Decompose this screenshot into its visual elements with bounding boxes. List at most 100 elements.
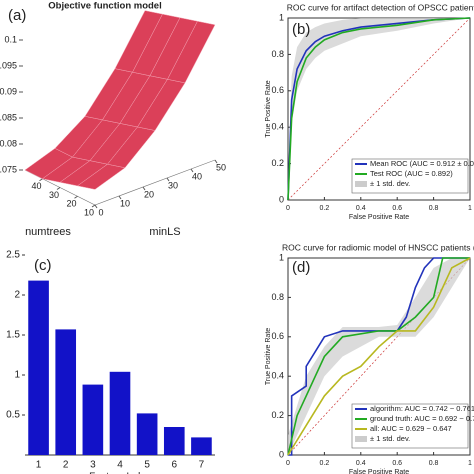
legend-label: all: AUC = 0.629 ~ 0.647 <box>370 424 452 433</box>
z-tick-label: 0.1 <box>4 34 17 44</box>
x-tick-label: 0.6 <box>392 460 402 467</box>
x-tick-label: 0.4 <box>356 205 366 212</box>
bar <box>55 329 77 455</box>
chance-line <box>287 17 471 201</box>
x-tick <box>118 195 122 200</box>
y-tick-label: 1 <box>279 252 284 262</box>
x-tick-label: 1 <box>36 460 42 471</box>
plot-frame <box>287 257 471 456</box>
x-tick-label: 1 <box>468 205 472 212</box>
panel-label: (b) <box>292 21 310 38</box>
bar <box>109 371 131 455</box>
x-tick <box>166 177 170 182</box>
y-tick <box>56 187 61 190</box>
x-tick-label: 2 <box>63 460 69 471</box>
y-tick-label: 20 <box>66 199 76 209</box>
y-tick-label: 0.2 <box>271 410 284 420</box>
z-tick-label: 0.09 <box>0 86 17 96</box>
y-tick-label: 1 <box>14 370 20 381</box>
roc-line <box>287 17 471 201</box>
y-tick-label: 2.5 <box>6 250 20 261</box>
x-label: False Positive Rate <box>349 469 409 474</box>
legend-label: Test ROC (AUC = 0.892) <box>370 169 453 178</box>
roc-line <box>287 17 471 201</box>
x-tick-label: 0.2 <box>320 460 330 467</box>
x-tick-label: 0.6 <box>392 205 402 212</box>
y-tick <box>74 195 78 199</box>
y-tick-label: 40 <box>31 181 41 191</box>
t: ROC curve for radiomic model of HNSCC pa… <box>282 242 474 252</box>
x-tick-label: 0.8 <box>429 205 439 212</box>
roc-line <box>288 257 470 456</box>
roc-line <box>287 257 471 456</box>
x-label: minLS <box>149 226 180 238</box>
y-tick-label: 0.4 <box>271 122 284 132</box>
y-tick-label: 0.6 <box>271 85 284 95</box>
y-tick-label: 0 <box>279 449 284 459</box>
x-label: Feature Index <box>89 472 151 474</box>
x-tick-label: 20 <box>144 189 154 199</box>
legend-label: ± 1 std. dev. <box>370 179 410 188</box>
z-tick-label: 0.085 <box>0 112 17 122</box>
y-tick-label: 0.4 <box>271 371 284 381</box>
y-tick <box>39 178 43 182</box>
y-tick-label: 1 <box>279 12 284 22</box>
z-tick-label: 0.075 <box>0 164 17 174</box>
y-tick-label: 0.2 <box>271 158 284 168</box>
x-tick-label: 0.4 <box>356 460 366 467</box>
bar <box>191 437 212 455</box>
y-tick-label: 30 <box>49 190 59 200</box>
x-tick-label: 0 <box>98 207 103 217</box>
legend-box <box>351 158 469 194</box>
std-band <box>288 18 470 200</box>
legend-swatch <box>355 436 367 442</box>
x-tick <box>190 168 194 173</box>
x-tick-label: 1 <box>468 460 472 467</box>
y-tick-label: 0.5 <box>6 410 20 421</box>
panel-label: (a) <box>8 7 26 24</box>
x-tick-label: 0.8 <box>429 460 439 467</box>
x-tick-label: 0 <box>286 205 290 212</box>
surface-patch <box>167 20 216 84</box>
roc-line <box>287 257 470 456</box>
x-tick-label: 10 <box>120 198 130 208</box>
x-tick <box>142 186 146 191</box>
x-tick-label: 7 <box>199 460 205 471</box>
bar <box>82 384 104 455</box>
legend-label: ground truth: AUC = 0.692 ~ 0.734 <box>370 414 474 423</box>
legend-swatch <box>355 181 367 187</box>
x-tick-label: 5 <box>144 460 150 471</box>
y-label: numtrees <box>25 226 71 238</box>
chance-line <box>287 257 471 456</box>
x-tick-label: 30 <box>168 180 178 190</box>
bar <box>136 413 158 455</box>
bar <box>163 427 185 455</box>
y-label: True Positive Rate <box>265 328 272 385</box>
y-tick-label: 0.6 <box>271 331 284 341</box>
z-tick-label: 0.08 <box>0 138 17 148</box>
x-tick-label: 0.2 <box>320 205 330 212</box>
x-tick <box>214 159 218 164</box>
panel-label: (c) <box>34 257 52 274</box>
panel-label: (d) <box>292 259 310 276</box>
bar <box>28 280 49 455</box>
x-tick-label: 0 <box>286 460 290 467</box>
x-tick-label: 6 <box>172 460 178 471</box>
x-tick-label: 3 <box>90 460 96 471</box>
y-tick <box>91 204 96 208</box>
y-tick-label: 10 <box>84 207 94 217</box>
legend-label: ± 1 std. dev. <box>370 434 410 443</box>
t: ROC curve for artifact detection of OPSC… <box>287 2 474 12</box>
y-tick-label: 0.8 <box>271 49 284 59</box>
y-label: True Positive Rate <box>265 80 272 137</box>
y-tick-label: 1.5 <box>6 330 20 341</box>
x-tick <box>94 204 98 209</box>
legend-label: Mean ROC (AUC = 0.912 ± 0.073 <box>370 159 474 168</box>
x-tick-label: 50 <box>216 162 226 172</box>
y-tick-label: 2 <box>14 290 20 301</box>
chart-title: Objective function model <box>48 1 162 12</box>
y-tick-label: 0 <box>279 194 284 204</box>
legend-label: algorithm: AUC = 0.742 ~ 0.7611 <box>370 404 474 413</box>
z-tick-label: 0.095 <box>0 60 17 70</box>
